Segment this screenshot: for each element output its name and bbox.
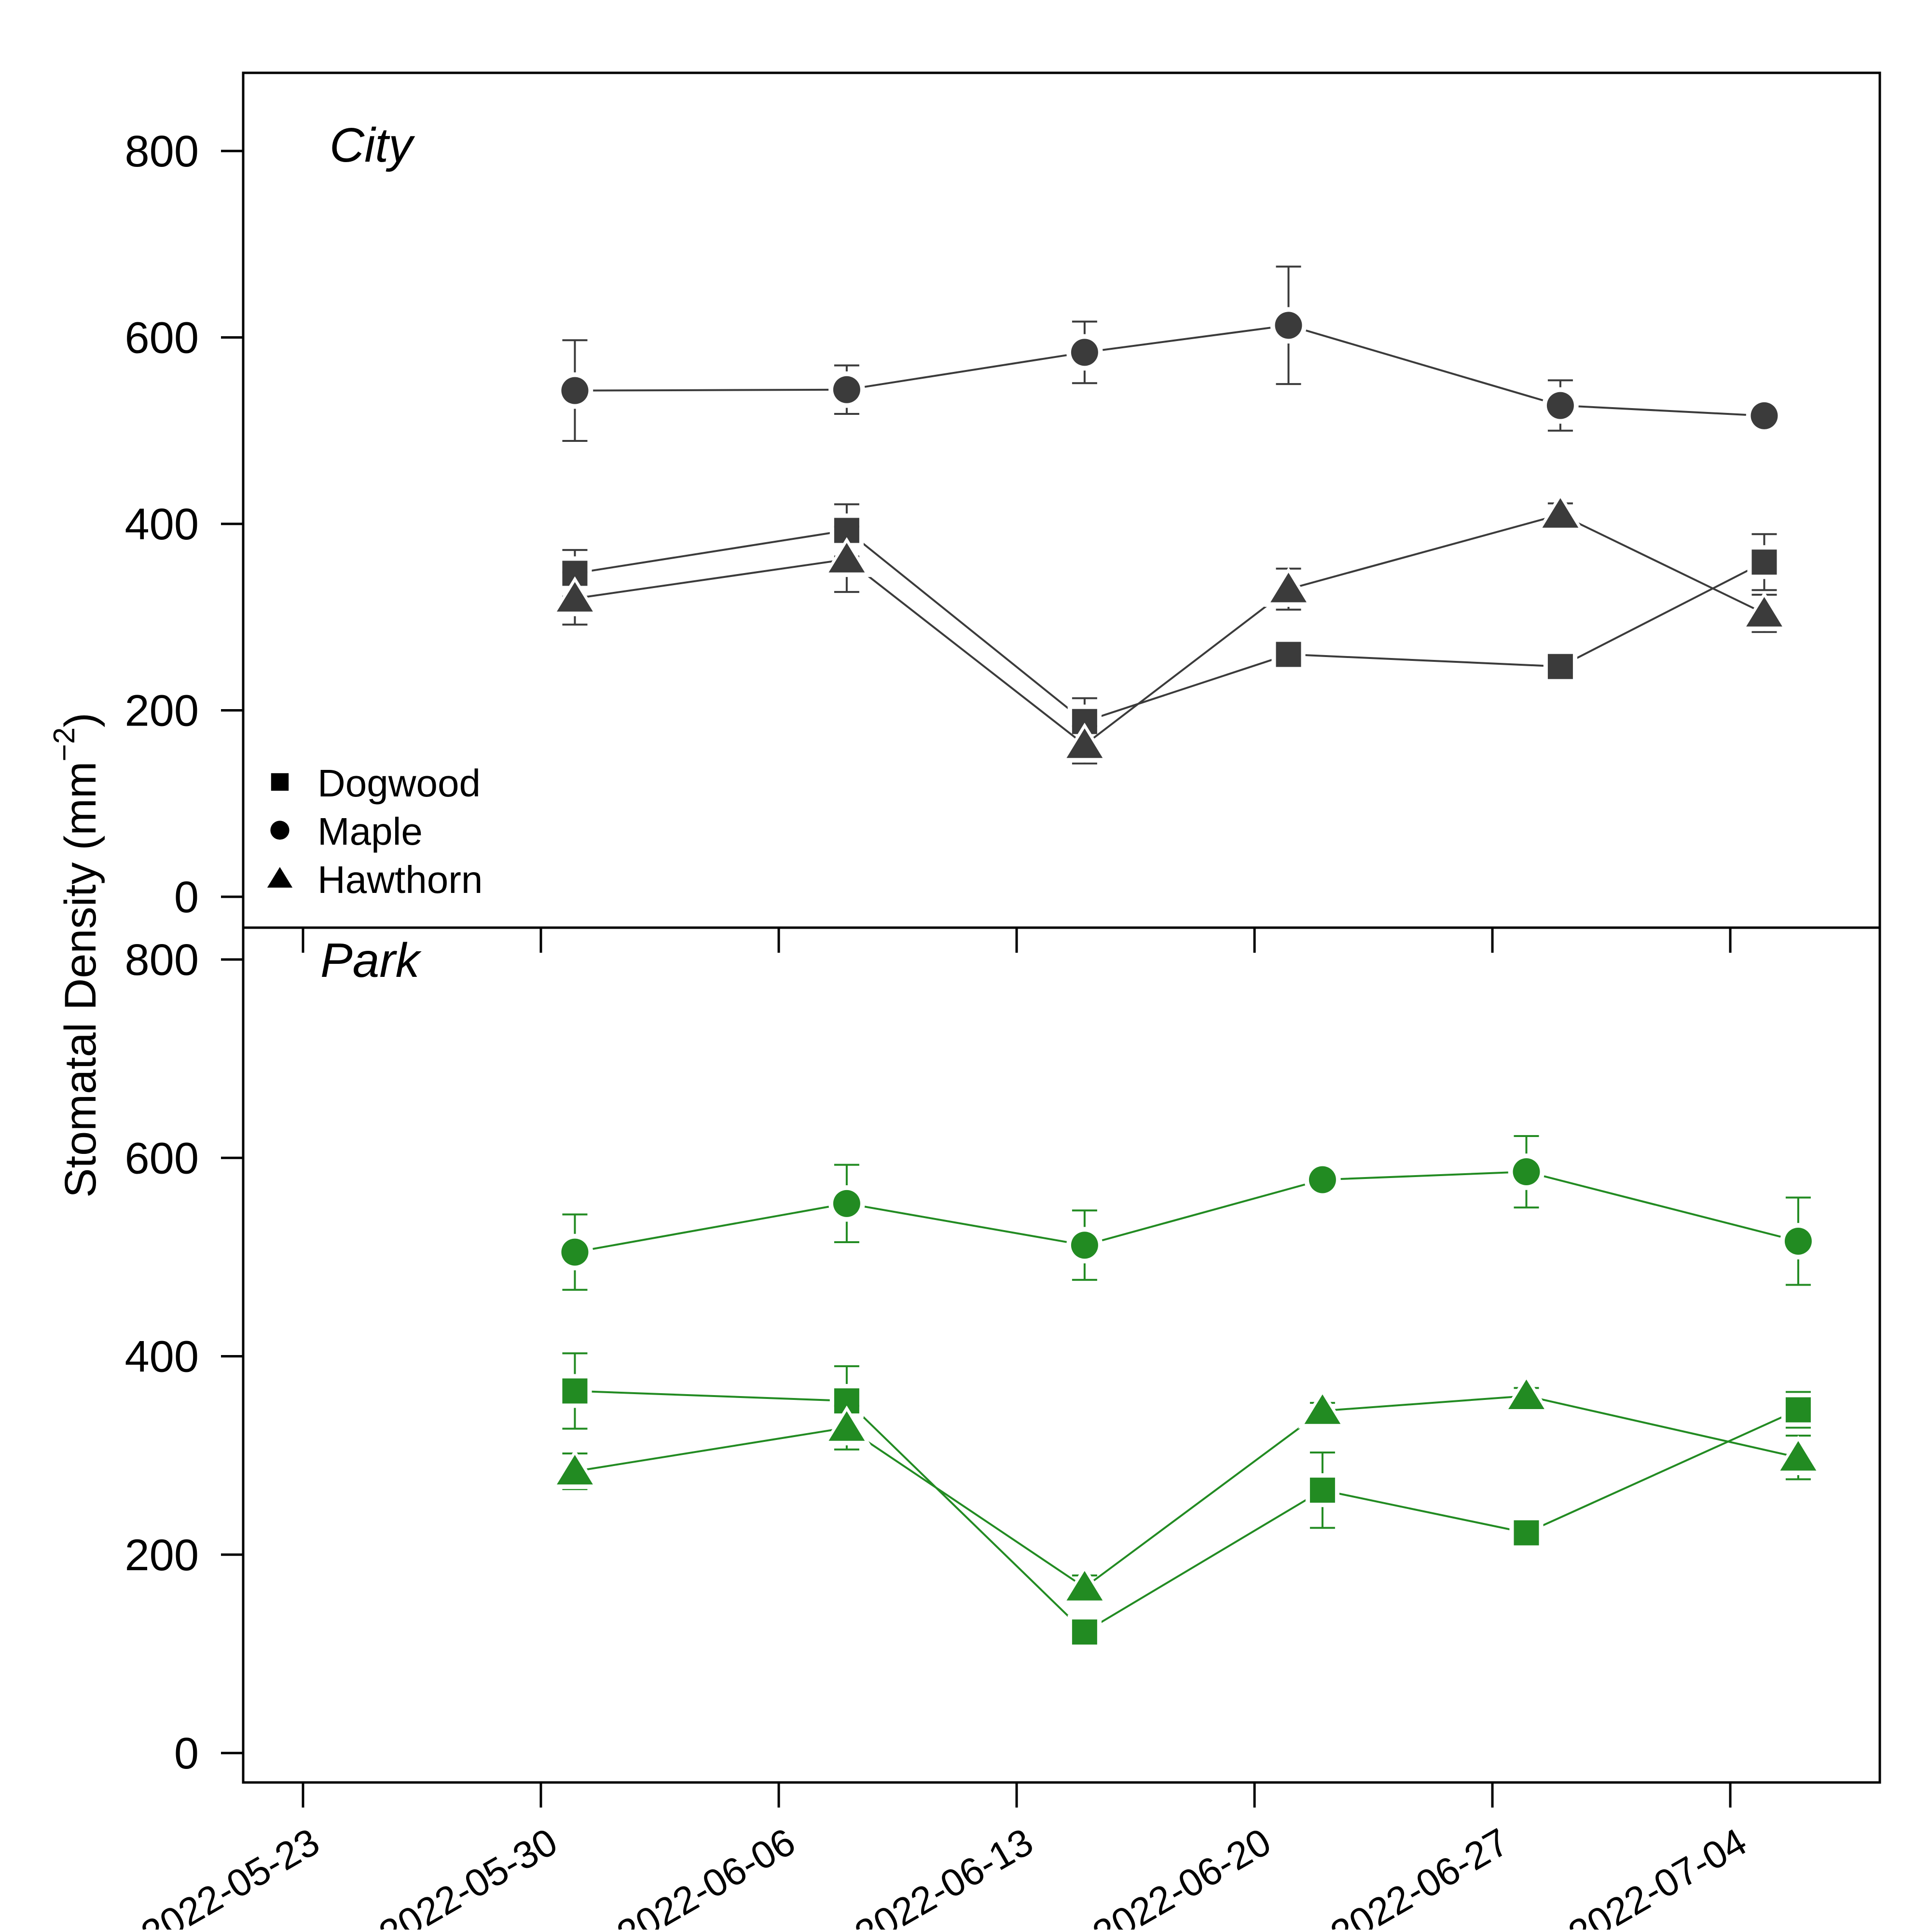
- x-tick-label: 2022-06-13: [848, 1820, 1040, 1930]
- series-line-dogwood: [575, 529, 1765, 723]
- y-tick-label: 200: [125, 1531, 199, 1580]
- data-point-maple-2022-07-05: [1751, 402, 1778, 429]
- legend-label-maple: Maple: [317, 810, 423, 853]
- data-point-hawthorn-2022-07-05: [1746, 597, 1782, 627]
- data-point-maple-2022-06-15: [1071, 339, 1098, 366]
- data-point-hawthorn-2022-06-08: [828, 1411, 865, 1441]
- series-line-maple: [575, 324, 1765, 417]
- panel-city-series: [550, 265, 1789, 765]
- series-line-maple: [575, 1171, 1799, 1253]
- data-point-hawthorn-2022-06-29: [1542, 498, 1579, 528]
- data-point-maple-2022-06-21: [1275, 312, 1302, 339]
- y-tick-label: 200: [125, 686, 199, 736]
- data-point-maple-2022-05-31: [561, 1238, 589, 1266]
- panel-label-park: Park: [320, 933, 422, 987]
- chart-labels: Stomatal Density(mm−2) City Park: [48, 118, 422, 1198]
- data-series: [550, 265, 1823, 1649]
- y-tick-label: 600: [125, 314, 199, 363]
- axes: 0 200 400 600 800 0 200 400 600 800 2022-05-23 2022…: [125, 127, 1754, 1932]
- data-point-maple-2022-06-22: [1309, 1166, 1336, 1193]
- data-point-maple-2022-07-06: [1784, 1227, 1812, 1255]
- data-point-maple-2022-05-31: [561, 377, 589, 404]
- legend-marker-dogwood: [271, 773, 289, 791]
- y-tick-label: 0: [174, 873, 199, 922]
- panel-frames: [242, 71, 1881, 1784]
- y-axis-title: Stomatal Density(mm−2): [48, 713, 105, 1198]
- data-point-maple-2022-06-08: [833, 376, 860, 403]
- x-tick-label: 2022-05-23: [134, 1820, 327, 1930]
- legend-marker-maple: [270, 821, 290, 840]
- x-tick-label: 2022-05-30: [372, 1820, 565, 1930]
- panel-frame-1: [242, 71, 1881, 929]
- data-point-hawthorn-2022-05-31: [557, 582, 593, 612]
- data-point-hawthorn-2022-06-22: [1304, 1394, 1341, 1424]
- data-point-dogwood-2022-05-31: [562, 1378, 588, 1404]
- x-tick-label: 2022-06-27: [1323, 1820, 1516, 1930]
- data-point-dogwood-2022-06-21: [1276, 642, 1301, 667]
- legend-marker-hawthorn: [267, 867, 293, 888]
- data-point-hawthorn-2022-06-15: [1066, 728, 1103, 758]
- data-point-dogwood-2022-06-15: [1072, 1619, 1097, 1645]
- panel-frame-2: [242, 926, 1881, 1784]
- series-city-hawthorn: [550, 492, 1789, 765]
- x-tick-label: 2022-06-06: [610, 1820, 802, 1930]
- data-point-hawthorn-2022-06-21: [1270, 573, 1307, 603]
- data-point-hawthorn-2022-05-31: [557, 1455, 593, 1485]
- data-point-maple-2022-06-28: [1513, 1158, 1540, 1186]
- legend-label-hawthorn: Hawthorn: [317, 858, 482, 901]
- data-point-maple-2022-06-29: [1546, 392, 1574, 419]
- x-tick-label: 2022-06-20: [1086, 1820, 1278, 1930]
- data-point-maple-2022-06-15: [1071, 1232, 1098, 1259]
- series-line-hawthorn: [575, 513, 1765, 746]
- data-point-dogwood-2022-06-28: [1514, 1520, 1539, 1546]
- series-city-maple: [556, 265, 1783, 442]
- series-park-dogwood: [558, 1352, 1816, 1649]
- data-point-dogwood-2022-06-29: [1547, 654, 1573, 679]
- series-line-dogwood: [575, 1390, 1799, 1633]
- y-tick-label: 800: [125, 127, 199, 176]
- y-tick-label: 0: [174, 1729, 199, 1778]
- panel-label-city: City: [330, 118, 415, 172]
- series-city-dogwood: [558, 503, 1781, 746]
- series-park-hawthorn: [550, 1373, 1823, 1605]
- y-tick-label: 400: [125, 1332, 199, 1382]
- y-tick-label: 400: [125, 500, 199, 549]
- data-point-hawthorn-2022-06-08: [828, 543, 865, 573]
- x-tick-label: 2022-07-04: [1561, 1820, 1754, 1930]
- data-point-hawthorn-2022-06-28: [1508, 1379, 1544, 1409]
- y-tick-label: 800: [125, 935, 199, 985]
- y-tick-label: 600: [125, 1134, 199, 1183]
- data-point-dogwood-2022-06-22: [1310, 1478, 1335, 1503]
- series-line-hawthorn: [575, 1395, 1799, 1589]
- series-park-maple: [556, 1135, 1817, 1291]
- legend: Dogwood Maple Hawthorn: [267, 762, 482, 901]
- legend-label-dogwood: Dogwood: [317, 762, 481, 805]
- data-point-dogwood-2022-07-05: [1751, 549, 1777, 575]
- panel-park-series: [550, 1135, 1823, 1649]
- data-point-hawthorn-2022-07-06: [1780, 1441, 1817, 1471]
- data-point-maple-2022-06-08: [833, 1190, 860, 1217]
- data-point-hawthorn-2022-06-15: [1066, 1571, 1103, 1601]
- data-point-dogwood-2022-07-06: [1785, 1397, 1811, 1423]
